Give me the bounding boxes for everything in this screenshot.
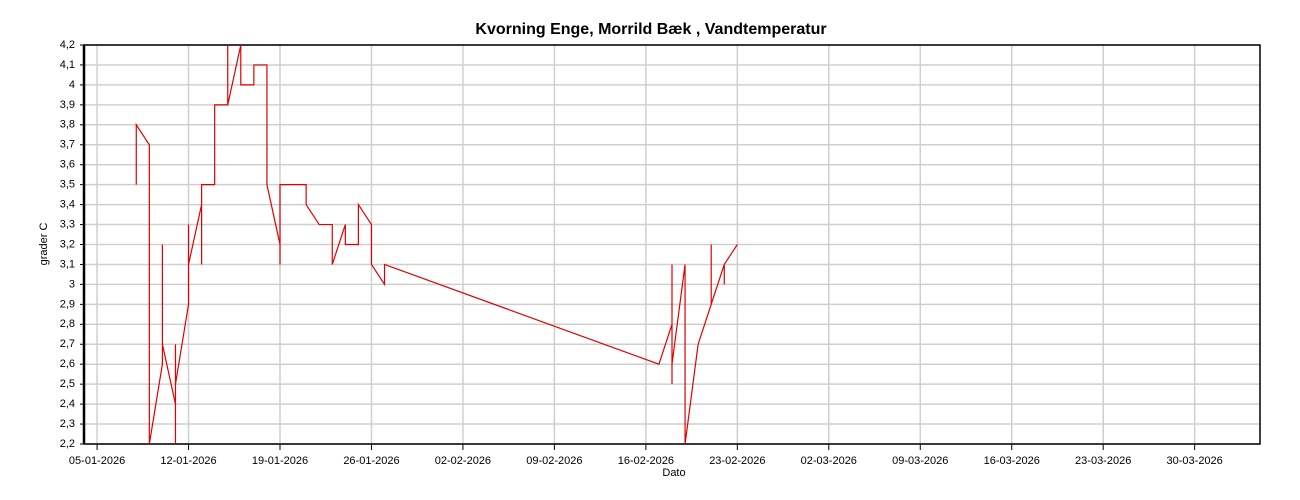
data-line [135, 44, 738, 445]
chart-title: Kvorning Enge, Morrild Bæk , Vandtempera… [475, 21, 826, 38]
y-tick-label: 3,7 [60, 139, 75, 151]
y-tick-label: 3,9 [60, 99, 75, 111]
y-tick-label: 3,8 [60, 119, 75, 131]
y-tick-label: 3,5 [60, 179, 75, 191]
y-tick-label: 2,6 [60, 358, 75, 370]
y-tick-label: 4,1 [60, 59, 75, 71]
y-tick-label: 4,2 [60, 39, 75, 51]
y-tick-label: 3,6 [60, 159, 75, 171]
x-tick-label: 16-03-2026 [984, 455, 1040, 467]
x-tick-label: 16-02-2026 [618, 455, 674, 467]
x-tick-label: 19-01-2026 [252, 455, 308, 467]
y-tick-label: 2,7 [60, 338, 75, 350]
x-tick-label: 30-03-2026 [1167, 455, 1223, 467]
y-tick-label: 3,2 [60, 238, 75, 250]
y-tick-label: 3,3 [60, 218, 75, 230]
x-tick-label: 09-02-2026 [526, 455, 582, 467]
x-tick-label: 23-02-2026 [709, 455, 765, 467]
x-tick-label: 12-01-2026 [160, 455, 216, 467]
x-tick-label: 02-03-2026 [801, 455, 857, 467]
y-tick-label: 2,8 [60, 318, 75, 330]
x-tick-label: 23-03-2026 [1075, 455, 1131, 467]
x-tick-label: 09-03-2026 [892, 455, 948, 467]
y-tick-label: 3 [69, 278, 75, 290]
x-tick-label: 05-01-2026 [69, 455, 125, 467]
y-tick-label: 3,4 [60, 199, 75, 211]
y-tick-label: 2,4 [60, 398, 75, 410]
x-axis-label: Dato [662, 467, 685, 479]
x-tick-label: 26-01-2026 [343, 455, 399, 467]
y-axis-label: grader C [38, 223, 50, 266]
y-tick-label: 2,9 [60, 298, 75, 310]
y-tick-label: 2,5 [60, 378, 75, 390]
y-tick-label: 2,2 [60, 438, 75, 450]
x-tick-label: 02-02-2026 [435, 455, 491, 467]
y-tick-label: 4 [69, 79, 75, 91]
y-tick-label: 3,1 [60, 258, 75, 270]
y-tick-label: 2,3 [60, 418, 75, 430]
